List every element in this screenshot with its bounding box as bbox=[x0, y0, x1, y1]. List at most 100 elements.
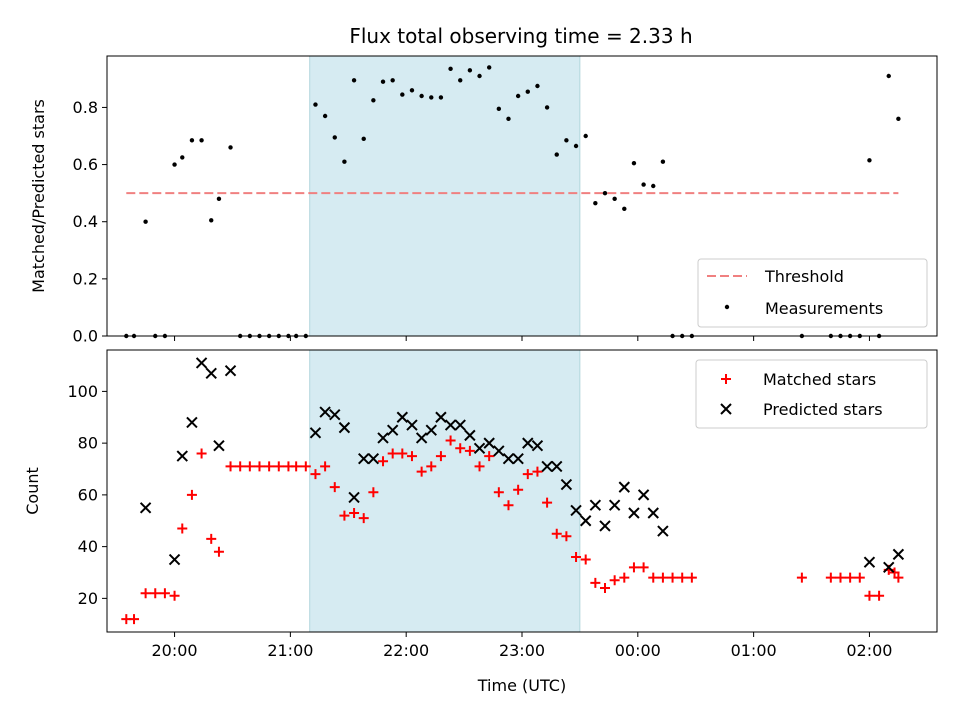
top-legend-box bbox=[697, 258, 928, 328]
predicted-star-point bbox=[139, 502, 152, 514]
predicted-star-point bbox=[386, 424, 399, 436]
bottom-legend: Matched stars Predicted stars bbox=[695, 359, 928, 429]
matched-star-point bbox=[835, 572, 846, 583]
measurement-point bbox=[496, 106, 502, 112]
matched-star-point bbox=[484, 451, 495, 462]
measurement-point bbox=[583, 133, 588, 139]
predicted-star-point bbox=[522, 437, 534, 449]
measurement-point bbox=[467, 68, 473, 73]
measurement-point bbox=[419, 93, 424, 99]
measurement-point bbox=[400, 92, 405, 97]
predicted-star-point bbox=[570, 504, 582, 517]
bottom-xtick-label: 22:00 bbox=[383, 641, 429, 660]
matched-star-point bbox=[600, 583, 610, 594]
measurement-point bbox=[390, 78, 395, 83]
top-ytick-label: 0.2 bbox=[73, 269, 98, 288]
matched-star-point bbox=[150, 588, 161, 599]
bottom-ytick-label: 20 bbox=[78, 589, 98, 608]
predicted-star-point bbox=[406, 419, 418, 431]
matched-star-point bbox=[177, 523, 188, 534]
predicted-star-point bbox=[415, 432, 428, 444]
matched-star-point bbox=[845, 572, 856, 583]
top-ytick-label: 0.8 bbox=[73, 98, 98, 117]
bottom-legend-box bbox=[695, 359, 928, 429]
predicted-star-point bbox=[483, 437, 495, 449]
measurement-point bbox=[612, 196, 617, 202]
measurement-point bbox=[867, 158, 872, 163]
matched-star-point bbox=[619, 572, 630, 583]
measurement-point bbox=[525, 89, 530, 94]
matched-star-point bbox=[657, 572, 668, 583]
measurement-point bbox=[886, 73, 891, 79]
matched-star-point bbox=[426, 461, 437, 472]
bottom-y-axis-label: Count bbox=[23, 467, 42, 515]
predicted-star-point bbox=[502, 452, 515, 465]
measurement-point bbox=[351, 78, 357, 83]
predicted-star-point bbox=[599, 520, 611, 532]
measurement-point bbox=[180, 155, 185, 160]
top-shaded-interval bbox=[309, 55, 581, 337]
predicted-star-point bbox=[512, 452, 524, 465]
measurement-point bbox=[322, 113, 328, 119]
top-legend: Threshold Measurements bbox=[697, 258, 928, 328]
predicted-star-point bbox=[329, 408, 341, 421]
predicted-star-point bbox=[168, 553, 181, 566]
measurement-point bbox=[209, 218, 214, 223]
matched-star-point bbox=[339, 510, 350, 521]
matched-star-point bbox=[225, 461, 236, 472]
matched-star-point bbox=[464, 445, 475, 456]
measurement-point bbox=[342, 159, 347, 164]
predicted-star-point bbox=[637, 489, 650, 501]
legend-measurements-label: Measurements bbox=[765, 299, 883, 318]
top-ytick-label: 0.6 bbox=[73, 155, 98, 174]
matched-star-point bbox=[474, 461, 485, 472]
predicted-star-point bbox=[657, 525, 669, 537]
predicted-star-point bbox=[205, 367, 217, 379]
legend-matched-marker bbox=[721, 374, 731, 384]
bottom-panel: 20 40 60 80 100 20:00 21:00 22:00 23:00 00:00 01:… bbox=[23, 349, 938, 695]
matched-star-point bbox=[445, 435, 456, 446]
predicted-star-point bbox=[608, 499, 621, 511]
predicted-star-point bbox=[618, 481, 631, 493]
matched-star-point bbox=[320, 461, 331, 472]
predicted-star-point bbox=[186, 416, 198, 429]
matched-star-point bbox=[273, 461, 284, 472]
matched-star-point bbox=[893, 572, 904, 583]
measurement-point bbox=[371, 98, 376, 103]
matched-star-point bbox=[378, 456, 389, 467]
matched-star-point bbox=[186, 489, 197, 500]
predicted-star-point bbox=[224, 364, 237, 377]
measurement-point bbox=[477, 73, 482, 79]
matched-star-point bbox=[580, 554, 591, 565]
bottom-ytick-label: 100 bbox=[67, 382, 98, 401]
matched-star-point bbox=[349, 507, 360, 518]
matched-star-point bbox=[493, 487, 504, 498]
top-ytick-label: 0.4 bbox=[73, 212, 98, 231]
legend-predicted-swatch bbox=[720, 403, 732, 415]
matched-star-point bbox=[235, 461, 246, 472]
predicted-star-point bbox=[309, 427, 322, 439]
predicted-star-point bbox=[531, 440, 544, 452]
measurement-point bbox=[438, 95, 444, 100]
measurement-point bbox=[593, 200, 598, 206]
bottom-shaded-interval bbox=[309, 349, 581, 633]
predicted-star-point bbox=[377, 432, 389, 444]
matched-star-point bbox=[825, 572, 836, 583]
matched-star-point bbox=[196, 448, 207, 459]
predicted-star-point bbox=[454, 419, 466, 431]
legend-matched-label: Matched stars bbox=[763, 370, 876, 389]
measurement-point bbox=[622, 206, 627, 212]
measurement-point bbox=[409, 88, 415, 93]
measurement-point bbox=[172, 162, 177, 167]
matched-star-point bbox=[129, 614, 140, 625]
matched-star-point bbox=[213, 546, 224, 557]
measurement-point bbox=[554, 152, 559, 157]
matched-star-point bbox=[638, 562, 649, 573]
matched-star-point bbox=[310, 469, 321, 480]
legend-threshold-label: Threshold bbox=[764, 267, 844, 286]
matched-star-point bbox=[169, 590, 180, 601]
predicted-star-point bbox=[425, 424, 437, 436]
predicted-star-point bbox=[396, 411, 409, 423]
predicted-star-point bbox=[367, 452, 380, 465]
matched-star-point bbox=[796, 572, 807, 583]
